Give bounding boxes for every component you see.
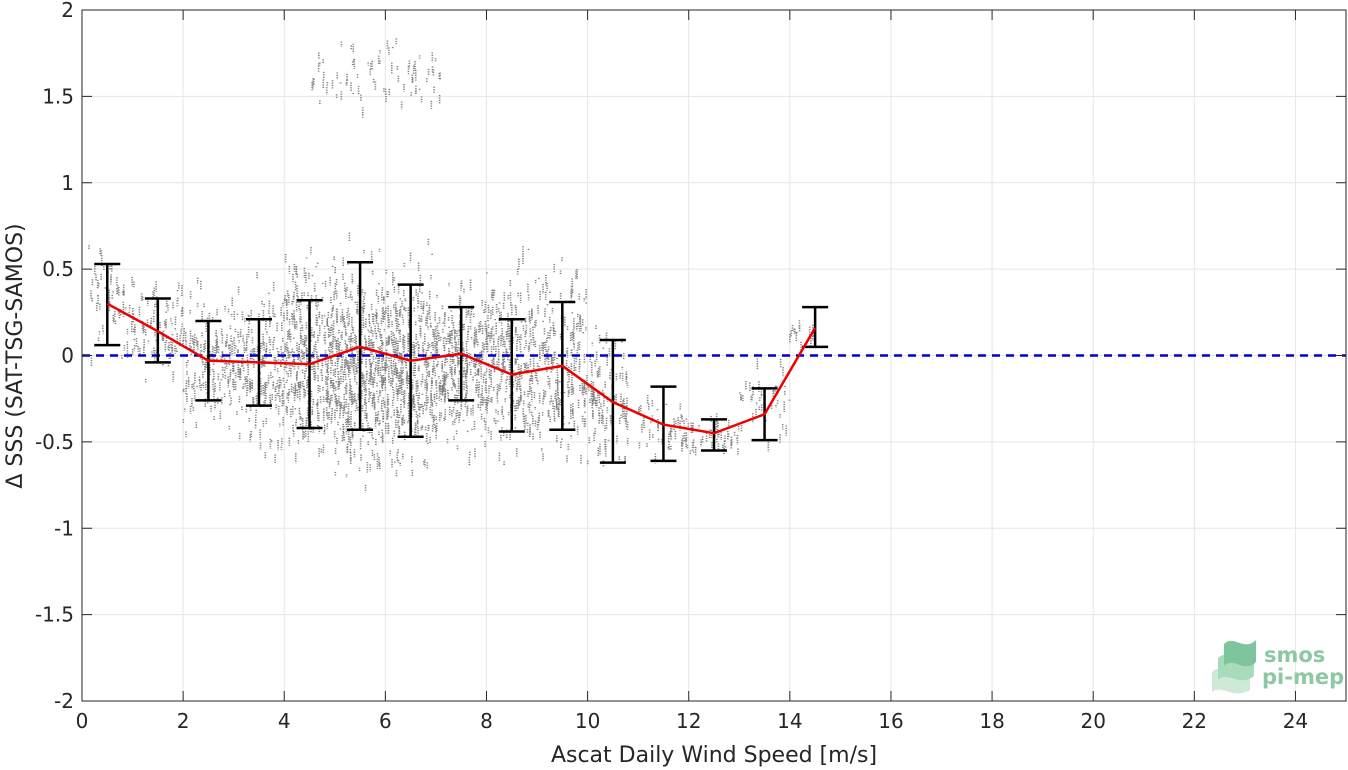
x-tick-label: 10 bbox=[575, 709, 600, 733]
y-axis-label: Δ SSS (SAT-TSG-SAMOS) bbox=[3, 223, 28, 488]
y-tick-label: -2 bbox=[54, 689, 74, 713]
x-tick-label: 0 bbox=[76, 709, 89, 733]
smos-pi-mep-logo: smos pi-mep bbox=[1212, 640, 1344, 694]
x-tick-label: 12 bbox=[676, 709, 701, 733]
y-tick-label: 0 bbox=[61, 344, 74, 368]
error-bar bbox=[802, 305, 829, 349]
y-tick-label: -1.5 bbox=[35, 603, 74, 627]
logo-text-pi-mep: pi-mep bbox=[1262, 665, 1344, 689]
x-tick-label: 2 bbox=[177, 709, 190, 733]
x-tick-label: 6 bbox=[379, 709, 392, 733]
x-tick-label: 4 bbox=[278, 709, 291, 733]
y-axis-ticks: -2 -1.5 -1 -0.5 0 0.5 1 1.5 2 bbox=[35, 0, 1346, 713]
scatter-points bbox=[88, 38, 814, 493]
error-bar bbox=[701, 418, 727, 452]
logo-mark-icon bbox=[1212, 640, 1256, 694]
mean-line bbox=[106, 302, 817, 435]
x-tick-label: 18 bbox=[979, 709, 1004, 733]
x-tick-label: 8 bbox=[480, 709, 493, 733]
x-tick-label: 16 bbox=[878, 709, 903, 733]
x-axis-ticks: 0 2 4 6 8 10 12 14 16 18 20 22 24 bbox=[76, 10, 1308, 733]
x-tick-label: 24 bbox=[1283, 709, 1308, 733]
y-tick-label: 1.5 bbox=[42, 84, 74, 108]
x-tick-label: 20 bbox=[1080, 709, 1105, 733]
x-tick-label: 22 bbox=[1182, 709, 1207, 733]
y-tick-label: -0.5 bbox=[35, 430, 74, 454]
x-tick-label: 14 bbox=[777, 709, 802, 733]
y-tick-label: 0.5 bbox=[42, 257, 74, 281]
x-axis-label: Ascat Daily Wind Speed [m/s] bbox=[551, 743, 877, 768]
y-tick-label: 1 bbox=[61, 171, 74, 195]
logo-text-smos: smos bbox=[1264, 643, 1325, 667]
y-tick-label: 2 bbox=[61, 0, 74, 22]
y-tick-label: -1 bbox=[54, 516, 74, 540]
